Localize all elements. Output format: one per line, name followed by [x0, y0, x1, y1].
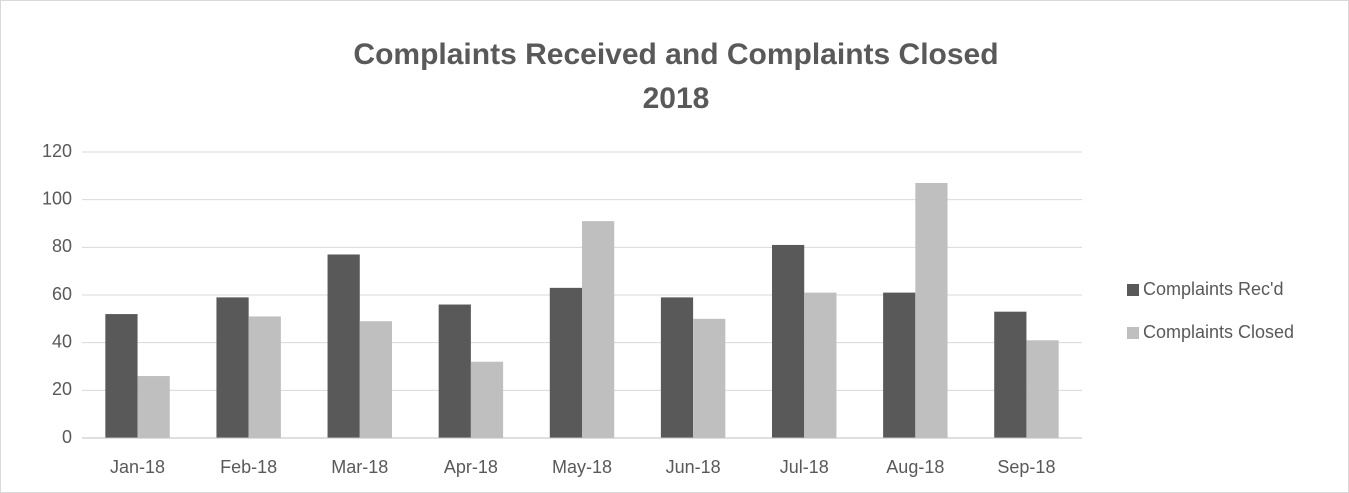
y-tick-label: 100: [42, 188, 72, 208]
legend-swatch: [1127, 327, 1139, 339]
y-tick-label: 60: [52, 284, 72, 304]
bar: [660, 297, 694, 438]
bar: [1026, 340, 1059, 438]
x-tick-label: Aug-18: [886, 457, 944, 477]
bar: [693, 318, 726, 438]
bar: [137, 376, 170, 438]
bar: [804, 292, 837, 438]
y-tick-label: 0: [62, 427, 72, 447]
bar: [105, 314, 138, 438]
bar: [883, 292, 916, 438]
x-tick-label: Mar-18: [331, 457, 388, 477]
x-tick-label: May-18: [552, 457, 612, 477]
legend-swatch: [1127, 284, 1139, 296]
bar: [549, 287, 582, 438]
x-tick-label: Sep-18: [997, 457, 1055, 477]
bar: [359, 321, 392, 438]
bar: [216, 297, 249, 438]
bar: [994, 311, 1027, 438]
bar: [438, 304, 471, 438]
bar: [470, 361, 504, 438]
x-tick-label: Jul-18: [780, 457, 829, 477]
bar: [327, 254, 360, 438]
x-tick-label: Jan-18: [110, 457, 165, 477]
chart-title: 2018: [643, 82, 710, 115]
y-tick-label: 40: [52, 331, 72, 351]
x-tick-label: Apr-18: [444, 457, 498, 477]
bar: [915, 182, 948, 438]
y-tick-label: 120: [42, 141, 72, 161]
x-tick-label: Jun-18: [666, 457, 721, 477]
bar: [772, 244, 805, 438]
y-tick-label: 20: [52, 379, 72, 399]
x-tick-label: Feb-18: [220, 457, 277, 477]
bar: [582, 221, 615, 438]
chart-title: Complaints Received and Complaints Close…: [353, 38, 998, 71]
legend-label: Complaints Closed: [1143, 322, 1294, 342]
legend-label: Complaints Rec'd: [1143, 279, 1284, 299]
y-tick-label: 80: [52, 236, 72, 256]
bar: [248, 316, 281, 438]
